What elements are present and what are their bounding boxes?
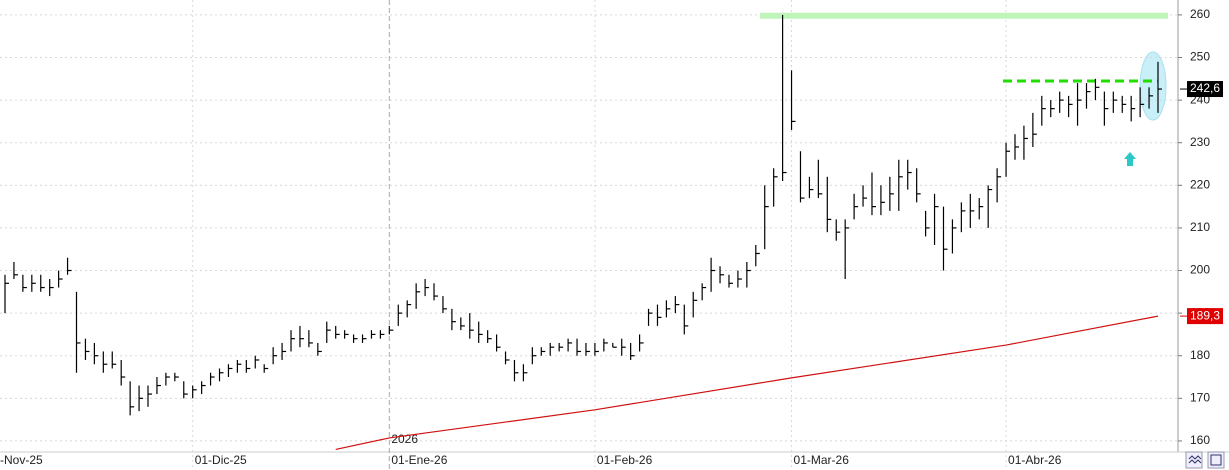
y-tick-label: 230	[1190, 135, 1210, 149]
highlight-ellipse	[1139, 51, 1167, 121]
y-tick-label: 160	[1190, 433, 1210, 447]
y-tick-label: 260	[1190, 7, 1210, 21]
y-tick-label: 220	[1190, 177, 1210, 191]
y-tick-label: 180	[1190, 348, 1210, 362]
x-tick-label: 01-Mar-26	[794, 453, 850, 467]
price-tag-label: 242,6	[1190, 81, 1220, 95]
arrow-icon	[1124, 152, 1136, 166]
moving-average	[335, 315, 1159, 451]
zoom-button[interactable]	[1185, 451, 1203, 469]
price-tag	[1187, 81, 1223, 98]
y-tick-label: 250	[1190, 50, 1210, 64]
zoom-icon	[1188, 455, 1202, 464]
y-tick-label: 210	[1190, 220, 1210, 234]
x-tick-label: 01-Feb-26	[597, 453, 653, 467]
x-tick-label: -Nov-25	[0, 453, 43, 467]
save-button[interactable]	[1207, 451, 1225, 469]
price-tag	[1187, 308, 1223, 325]
x-tick-label: 01-Dic-25	[195, 453, 247, 467]
y-tick-label: 170	[1190, 390, 1210, 404]
save-icon	[1210, 454, 1222, 466]
price-tag-label: 189,3	[1190, 308, 1220, 322]
year-label: 2026	[391, 432, 418, 446]
x-tick-label: 01-Ene-26	[391, 453, 447, 467]
y-tick-label: 200	[1190, 263, 1210, 277]
x-tick-label: 01-Abr-26	[1008, 453, 1062, 467]
